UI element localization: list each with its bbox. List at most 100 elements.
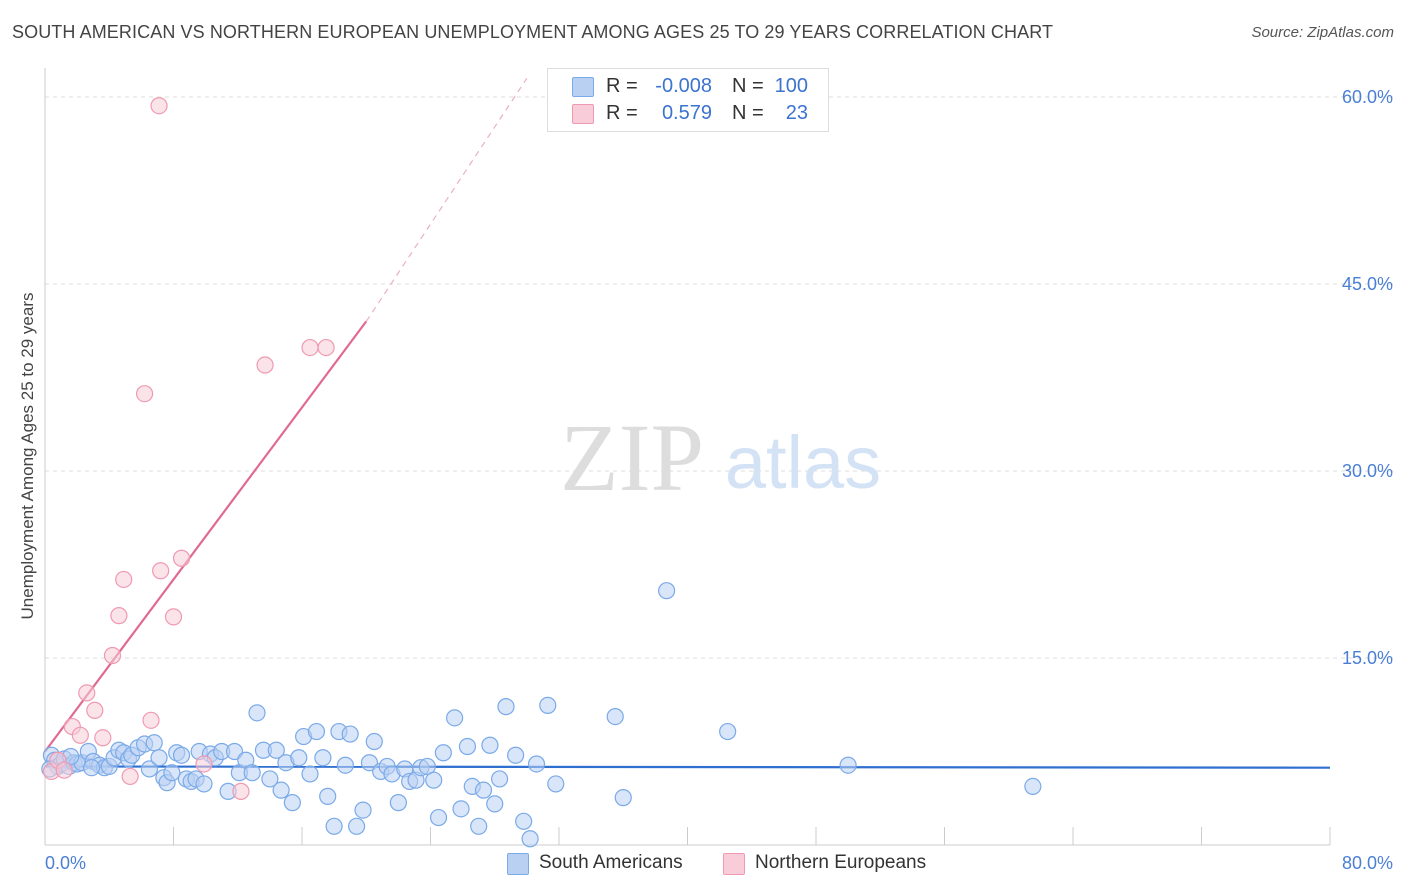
point-south-american	[458, 737, 477, 756]
grid-lines	[45, 96, 1395, 659]
point-south-american	[319, 787, 337, 805]
point-south-american	[486, 795, 504, 813]
trend-lines	[44, 77, 1331, 769]
point-south-american	[325, 817, 343, 835]
point-south-american	[470, 817, 488, 835]
legend-swatch-blue	[572, 77, 594, 97]
point-south-american	[341, 725, 359, 743]
legend-n-label: N =	[732, 102, 764, 124]
watermark-zip: ZIP	[560, 404, 704, 511]
point-northern-european	[94, 729, 112, 747]
legend-n-value: 23	[785, 102, 808, 124]
point-south-american	[225, 742, 244, 761]
point-northern-european	[232, 782, 250, 800]
point-northern-european	[164, 608, 183, 626]
point-south-american	[606, 707, 624, 726]
point-south-american	[290, 749, 308, 767]
trend-line-south-americans	[44, 765, 1331, 769]
legend-r-value: 0.579	[661, 102, 712, 124]
trend-line-extension-northern-europeans	[365, 77, 528, 322]
point-south-american	[248, 704, 266, 722]
bottom-legend-label: South Americans	[539, 852, 683, 873]
point-south-american	[515, 812, 533, 830]
point-south-american	[360, 754, 379, 772]
point-south-american	[267, 741, 285, 759]
chart-source: Source: ZipAtlas.com	[1251, 24, 1394, 41]
point-south-american	[839, 756, 857, 774]
point-south-american	[82, 759, 101, 777]
point-northern-european	[152, 562, 170, 580]
bottom-legend-label: Northern Europeans	[755, 852, 927, 873]
point-northern-european	[195, 755, 213, 773]
point-northern-european	[150, 97, 168, 115]
point-northern-european	[78, 684, 96, 702]
point-northern-european	[142, 711, 160, 729]
point-south-american	[527, 755, 546, 773]
legend-n-value: 100	[774, 75, 808, 97]
y-tick-label: 45.0%	[1342, 274, 1393, 294]
data-points	[41, 97, 1042, 848]
point-south-american	[307, 722, 326, 741]
point-northern-european	[172, 549, 191, 567]
point-south-american	[283, 794, 301, 812]
tick-labels: 15.0% 30.0% 45.0% 60.0% 0.0% 80.0%	[45, 87, 1393, 873]
point-south-american	[445, 709, 464, 727]
point-south-american	[301, 765, 319, 783]
point-south-american	[348, 817, 366, 835]
point-south-american	[145, 734, 163, 752]
point-south-american	[614, 789, 632, 807]
point-south-american	[243, 764, 261, 782]
point-south-american	[452, 800, 470, 818]
point-south-american	[521, 830, 539, 848]
point-south-american	[719, 722, 737, 741]
point-south-american	[497, 698, 515, 716]
y-tick-label: 30.0%	[1342, 461, 1393, 481]
point-south-american	[354, 801, 372, 819]
axes	[44, 68, 1331, 846]
point-south-american	[490, 770, 509, 788]
point-south-american	[172, 746, 191, 764]
point-northern-european	[115, 570, 133, 589]
point-south-american	[261, 770, 279, 788]
legend-r-value: -0.008	[655, 75, 712, 97]
point-south-american	[272, 781, 290, 799]
point-south-american	[163, 764, 181, 782]
chart-title: SOUTH AMERICAN VS NORTHERN EUROPEAN UNEM…	[12, 22, 1054, 42]
point-south-american	[474, 781, 493, 799]
bottom-legend-swatch-blue	[507, 853, 529, 875]
point-northern-european	[86, 701, 104, 719]
point-northern-european	[135, 385, 154, 403]
point-northern-european	[110, 607, 128, 625]
x-tick-label: 80.0%	[1342, 853, 1393, 873]
point-northern-european	[121, 767, 139, 786]
point-south-american	[1024, 777, 1042, 796]
point-south-american	[150, 749, 168, 767]
point-south-american	[314, 749, 332, 767]
point-northern-european	[317, 338, 335, 357]
legend-r-label: R =	[606, 75, 638, 97]
point-northern-european	[55, 761, 73, 779]
point-northern-european	[301, 338, 319, 357]
legend-n-label: N =	[732, 75, 764, 97]
point-south-american	[195, 775, 213, 793]
y-tick-label: 60.0%	[1342, 87, 1393, 107]
bottom-legend-swatch-pink	[723, 853, 745, 875]
legend-r-label: R =	[606, 102, 638, 124]
point-south-american	[429, 808, 448, 827]
point-northern-european	[256, 356, 274, 374]
point-south-american	[507, 746, 525, 764]
point-south-american	[336, 756, 354, 774]
point-south-american	[365, 732, 383, 751]
point-south-american	[481, 736, 499, 754]
point-south-american	[434, 744, 452, 762]
point-northern-european	[71, 726, 89, 744]
watermark-atlas: atlas	[725, 421, 881, 504]
point-northern-european	[103, 646, 122, 665]
point-south-american	[539, 696, 557, 714]
point-south-american	[425, 771, 443, 789]
point-south-american	[658, 582, 676, 600]
trend-line-northern-europeans	[44, 320, 368, 753]
legend-swatch-pink	[572, 104, 594, 124]
y-tick-label: 15.0%	[1342, 648, 1393, 668]
